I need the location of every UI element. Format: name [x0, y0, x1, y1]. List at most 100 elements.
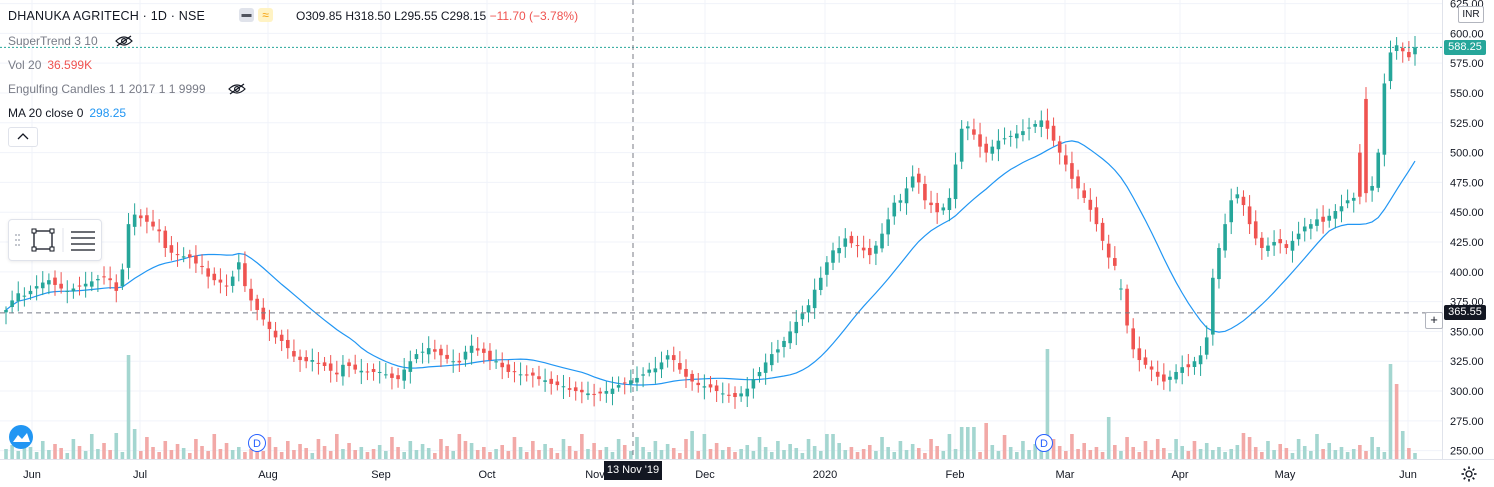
candle-body: [874, 245, 878, 254]
candle-body: [439, 348, 443, 356]
dividend-marker[interactable]: D: [248, 434, 266, 452]
volume-bar: [1370, 437, 1374, 459]
volume-bar: [622, 445, 627, 459]
volume-bar: [1180, 446, 1185, 459]
candle-body: [580, 389, 584, 393]
candle-body: [1204, 337, 1209, 355]
y-tick-label: 450.00: [1450, 207, 1484, 219]
x-tick-label: 2020: [813, 469, 837, 481]
volume-bar: [249, 449, 253, 459]
drawing-toolbox[interactable]: [8, 219, 102, 261]
legend-supertrend[interactable]: SuperTrend 3 10: [8, 34, 98, 48]
volume-bar: [1070, 434, 1074, 459]
eye-slash-icon[interactable]: [115, 35, 133, 47]
candle-body: [1198, 355, 1203, 365]
gear-icon[interactable]: [1460, 465, 1478, 483]
volume-bar: [573, 451, 578, 459]
volume-bar: [555, 453, 560, 459]
volume-bar: [267, 437, 272, 459]
volume-bar: [518, 447, 523, 459]
volume-bar: [1198, 449, 1203, 459]
symbol-title[interactable]: DHANUKA AGRITECH · 1D · NSE: [8, 9, 206, 23]
volume-bar: [1162, 448, 1166, 459]
candle-body: [1027, 127, 1031, 129]
legend-engulfing[interactable]: Engulfing Candles 1 1 2017 1 1 9999: [8, 82, 206, 96]
currency-label[interactable]: INR: [1458, 6, 1484, 23]
volume-bar: [322, 446, 327, 459]
minus-icon[interactable]: ▬: [239, 8, 254, 22]
wave-icon[interactable]: ≈: [258, 8, 273, 22]
candle-body: [1168, 376, 1172, 380]
candle-body: [751, 379, 756, 389]
volume-bar: [451, 451, 456, 459]
volume-bar: [1057, 446, 1062, 459]
candle-body: [647, 369, 652, 373]
volume-bar: [494, 449, 498, 459]
candle-body: [739, 393, 743, 397]
volume-bar: [929, 439, 933, 459]
candle-body: [812, 289, 817, 309]
collapse-legend-button[interactable]: [8, 127, 38, 147]
candle-body: [194, 255, 198, 264]
volume-bar: [1302, 446, 1307, 459]
candle-body: [610, 388, 615, 394]
plus-icon[interactable]: +: [1425, 312, 1443, 329]
volume-bar: [1039, 448, 1044, 459]
volume-bar: [1327, 443, 1332, 459]
volume-bar: [898, 441, 903, 459]
volume-bar: [402, 452, 406, 459]
candle-body: [1339, 206, 1344, 212]
legend-volume[interactable]: Vol 20 36.599K: [8, 58, 92, 72]
dividend-marker[interactable]: D: [1035, 434, 1053, 452]
candle-body: [1088, 199, 1093, 210]
volume-bar: [371, 449, 376, 459]
volume-bar: [825, 434, 829, 459]
candle-body: [426, 348, 431, 355]
candle-body: [800, 313, 805, 320]
volume-bar: [335, 434, 339, 459]
candle-body: [1235, 194, 1240, 199]
candle-body: [377, 371, 382, 373]
candle-body: [126, 224, 131, 268]
candle-body: [157, 229, 161, 232]
volume-bar: [96, 449, 100, 459]
candle-body: [806, 305, 811, 313]
volume-bar: [972, 427, 976, 459]
volume-bar: [414, 450, 419, 459]
candle-body: [482, 348, 486, 353]
volume-bar: [4, 449, 8, 459]
y-tick-label: 600.00: [1450, 28, 1484, 40]
volume-bar: [28, 447, 33, 459]
candle-body: [200, 265, 204, 268]
volume-bar: [776, 441, 780, 459]
candle-body: [243, 263, 247, 287]
candle-body: [408, 361, 413, 372]
legend-ma[interactable]: MA 20 close 0 298.25: [8, 106, 126, 120]
volume-bar: [47, 450, 51, 459]
volume-bar: [89, 434, 94, 459]
volume-bar: [59, 448, 63, 459]
candle-body: [1106, 243, 1111, 258]
volume-bar: [843, 450, 848, 459]
volume-bar: [653, 441, 658, 459]
volume-bar: [298, 444, 302, 459]
volume-bar: [102, 443, 106, 459]
candle-body: [837, 247, 841, 254]
volume-bar: [1064, 451, 1068, 459]
volume-bar: [187, 453, 192, 459]
volume-bar: [1284, 448, 1289, 459]
candle-body: [1119, 288, 1123, 290]
volume-bar: [145, 437, 149, 459]
volume-bar: [702, 434, 707, 459]
volume-bar: [684, 439, 688, 459]
volume-bar: [641, 447, 645, 459]
candle-body: [776, 349, 780, 353]
candle-body: [659, 362, 664, 370]
candle-body: [941, 207, 946, 211]
volume-bar: [1106, 417, 1111, 459]
supertrend-label: SuperTrend 3 10: [8, 34, 98, 48]
eye-slash-icon[interactable]: [228, 83, 246, 95]
volume-bar: [678, 453, 682, 459]
cloud-logo[interactable]: [6, 424, 36, 450]
